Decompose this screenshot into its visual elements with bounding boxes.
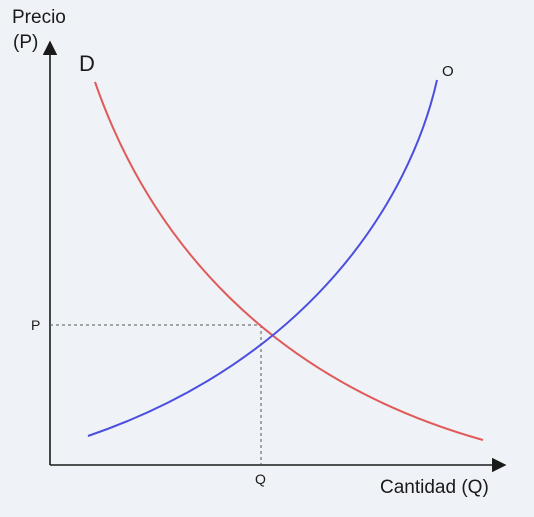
price-label: P [31, 317, 41, 333]
demand-label: D [79, 51, 95, 76]
demand-curve [94, 81, 484, 441]
supply-curve [87, 79, 438, 437]
y-axis-symbol: (P) [13, 32, 39, 53]
quantity-label: Q [255, 471, 266, 487]
supply-label: O [442, 63, 454, 80]
x-axis-title: Cantidad (Q) [380, 477, 489, 498]
y-axis-title: Precio [12, 7, 66, 28]
